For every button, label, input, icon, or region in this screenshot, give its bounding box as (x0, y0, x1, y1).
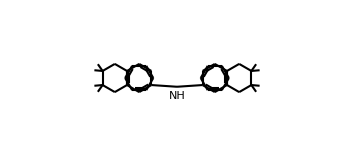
Text: NH: NH (169, 91, 185, 101)
